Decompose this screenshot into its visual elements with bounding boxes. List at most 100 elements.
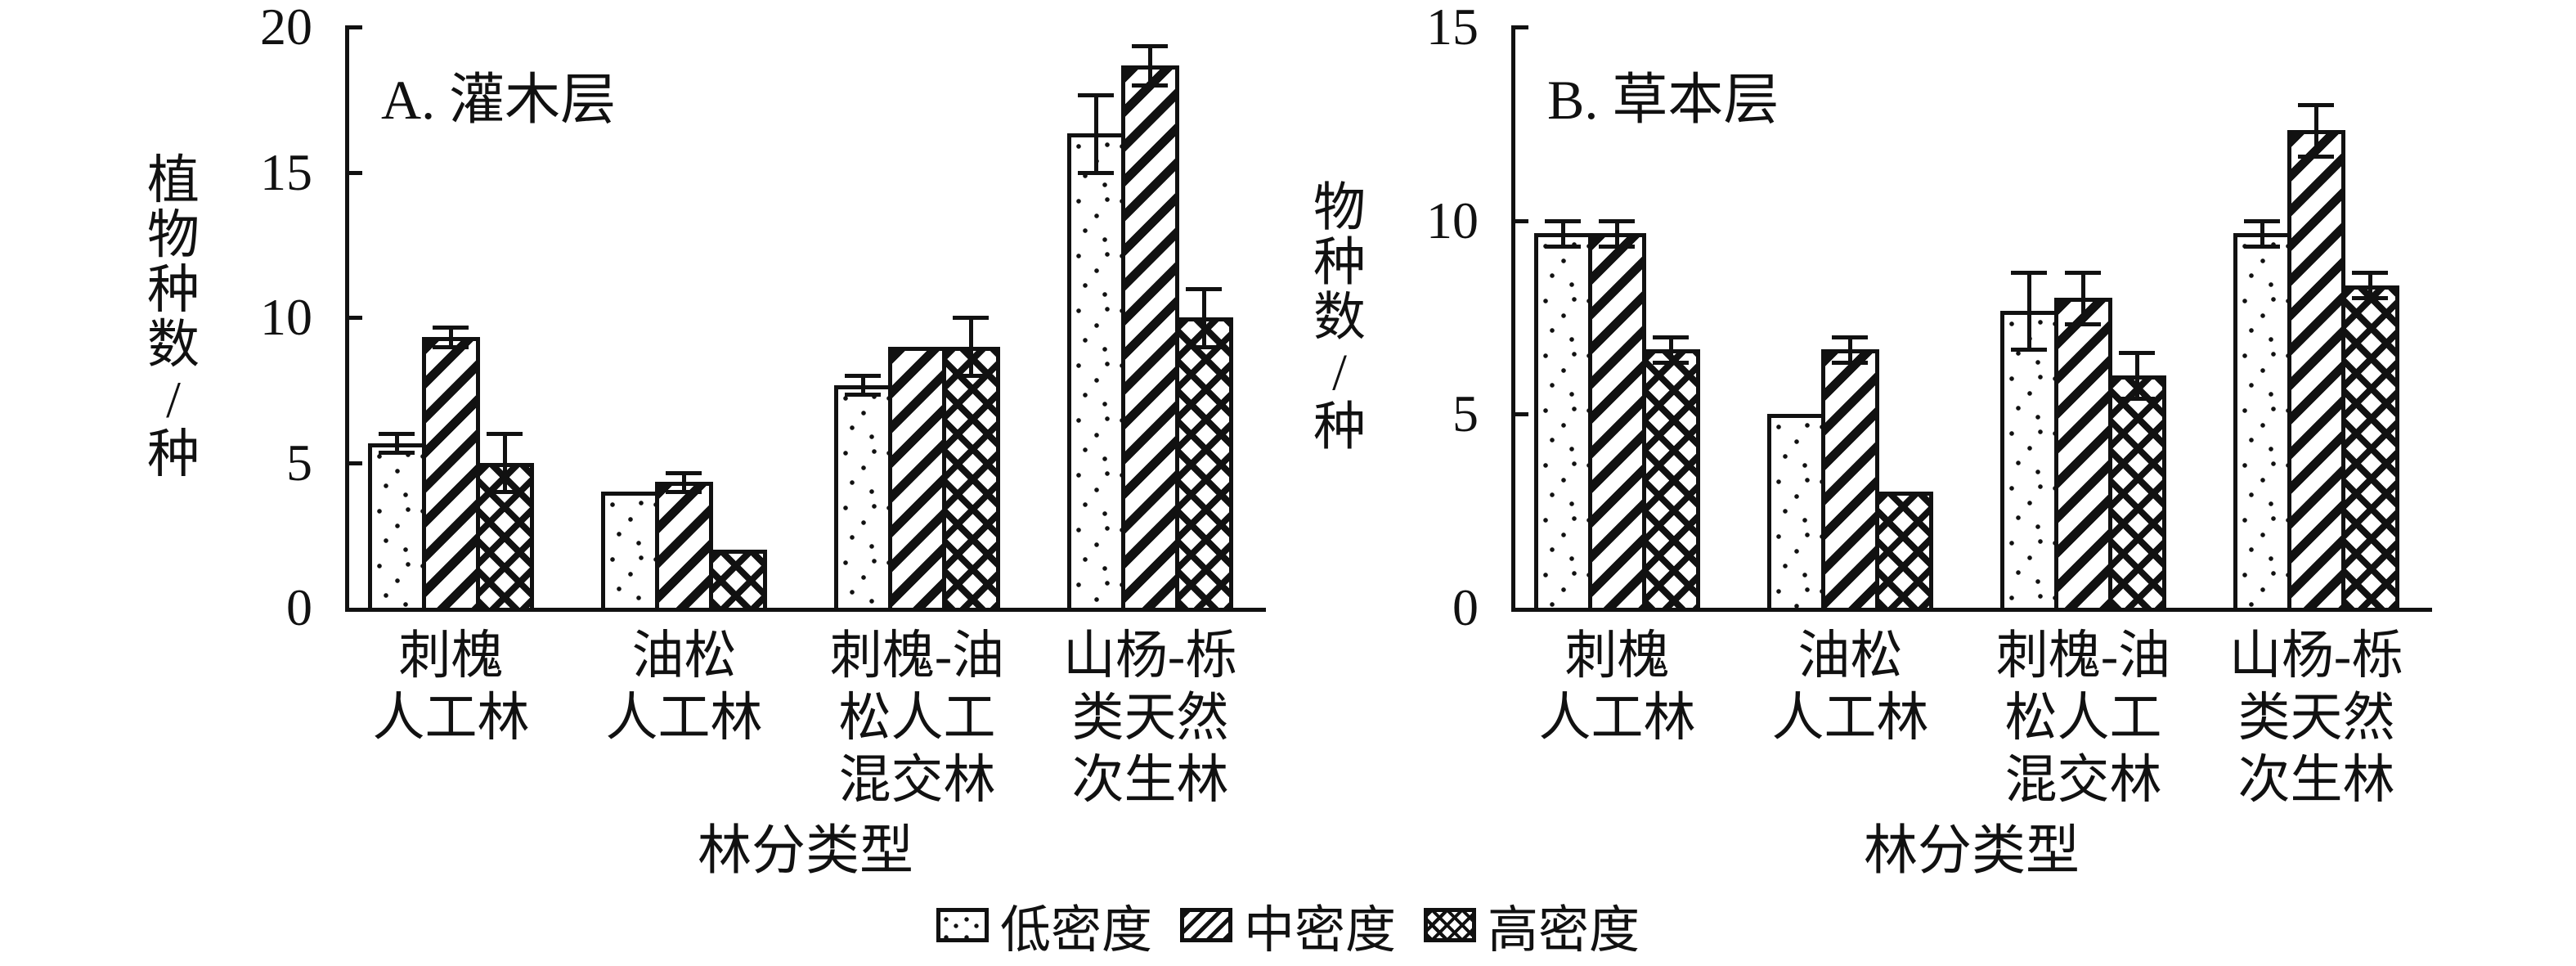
error-bar-cap-bottom: [2011, 348, 2047, 352]
y-tick-label: 20: [260, 0, 312, 56]
y-tick-label: 5: [286, 433, 312, 492]
category-label-line: 类天然: [2237, 689, 2395, 747]
error-bar-cap-top: [433, 326, 469, 330]
category-label-line: 松人工: [838, 689, 996, 747]
error-bar-cap-bottom: [1832, 361, 1868, 365]
error-bar-cap-bottom: [666, 490, 702, 494]
category-label-line: 人工林: [1538, 689, 1696, 747]
bar-高密度-group1: [1642, 349, 1700, 612]
x-axis-label: 林分类型: [698, 821, 913, 881]
error-bar-cap-bottom: [2244, 245, 2280, 249]
error-bar-stem: [2368, 272, 2372, 298]
error-bar-stem: [449, 327, 453, 347]
bar-中密度-group4: [1121, 65, 1179, 612]
y-tick-label: 5: [1452, 384, 1479, 443]
y-tick-label: 15: [1426, 0, 1479, 56]
bar-中密度-group2: [1821, 349, 1879, 612]
legend-item-cross: 高密度: [1424, 888, 1640, 962]
y-axis-line: [1511, 27, 1515, 612]
category-label-line: 刺槐-油: [829, 627, 1005, 685]
error-bar-cap-bottom: [845, 393, 881, 397]
category-label-group3: 刺槐-油 松人工 混交林: [779, 625, 1057, 811]
bar-低密度-group1: [368, 443, 426, 612]
bar-高密度-group4: [1175, 317, 1233, 612]
bar-中密度-group1: [422, 337, 480, 612]
error-bar-cap-bottom: [487, 490, 523, 494]
error-bar-stem: [1561, 221, 1565, 246]
error-bar-cap-top: [487, 432, 523, 436]
legend-label: 低密度: [999, 903, 1152, 959]
error-bar-cap-bottom: [2298, 155, 2334, 159]
error-bar-cap-top: [1078, 93, 1114, 97]
error-bar-stem: [1669, 337, 1673, 362]
error-bar-cap-top: [2298, 103, 2334, 107]
error-bar-cap-top: [2119, 351, 2155, 355]
y-axis-label: 物种数 / 种: [1313, 181, 1366, 455]
error-bar-cap-bottom: [2119, 397, 2155, 401]
legend-item-dots: 低密度: [936, 888, 1152, 962]
error-bar-cap-bottom: [2065, 322, 2101, 326]
error-bar-stem: [1094, 95, 1098, 173]
y-tick-label: 0: [286, 578, 312, 636]
bar-高密度-group3: [942, 347, 1000, 612]
error-bar-cap-top: [2244, 219, 2280, 223]
error-bar-stem: [682, 473, 686, 492]
y-axis-label-char: /: [166, 371, 181, 429]
error-bar-cap-bottom: [1186, 345, 1222, 349]
error-bar-stem: [1848, 337, 1852, 362]
panel-title: A. 灌木层: [381, 69, 617, 131]
bar-低密度-group3: [834, 385, 892, 612]
y-tick: [1511, 218, 1528, 223]
error-bar-cap-top: [2352, 271, 2388, 275]
error-bar-cap-top: [1599, 219, 1635, 223]
bar-高密度-group3: [2108, 375, 2166, 612]
error-bar-stem: [2314, 105, 2318, 156]
error-bar-cap-top: [1832, 335, 1868, 339]
category-label-line: 人工林: [372, 689, 530, 747]
error-bar-cap-bottom: [953, 374, 989, 378]
category-label-line: 山杨-栎: [1062, 627, 1238, 685]
y-tick: [345, 25, 362, 29]
category-label-line: 油松: [1797, 627, 1903, 685]
category-label-line: 混交林: [838, 751, 996, 809]
error-bar-cap-bottom: [433, 345, 469, 349]
category-label-line: 刺槐: [398, 627, 504, 685]
y-axis-label-char: 数: [147, 316, 200, 374]
y-axis-label-char: 种: [147, 261, 200, 319]
category-label-line: 次生林: [2237, 751, 2395, 809]
error-bar-cap-bottom: [2352, 296, 2388, 300]
category-label-line: 刺槐: [1564, 627, 1670, 685]
y-tick: [345, 316, 362, 320]
bar-高密度-group4: [2341, 285, 2399, 612]
bar-低密度-group4: [2233, 233, 2291, 612]
category-label-group1: 刺槐 人工林: [312, 625, 590, 749]
legend-label: 高密度: [1488, 903, 1640, 959]
cross-pattern-swatch-icon: [1424, 908, 1476, 942]
error-bar-cap-bottom: [1545, 245, 1581, 249]
legend: 低密度 中密度 高密度: [0, 888, 2576, 962]
bar-低密度-group1: [1534, 233, 1592, 612]
diag-pattern-swatch-icon: [1179, 908, 1232, 942]
error-bar-cap-bottom: [1078, 171, 1114, 175]
legend-label: 中密度: [1243, 903, 1396, 959]
error-bar-cap-top: [953, 316, 989, 320]
error-bar-stem: [2260, 221, 2264, 246]
category-label-group4: 山杨-栎 类天然 次生林: [2178, 625, 2456, 811]
error-bar-stem: [969, 317, 973, 375]
y-axis-label-char: /: [1332, 343, 1347, 402]
error-bar-cap-top: [2011, 271, 2047, 275]
y-tick: [1511, 25, 1528, 29]
error-bar-cap-top: [1653, 335, 1689, 339]
y-axis-label-char: 种: [1313, 233, 1366, 292]
y-tick-label: 10: [1426, 191, 1479, 249]
category-label-line: 类天然: [1071, 689, 1229, 747]
y-tick-label: 15: [260, 142, 312, 201]
error-bar-cap-top: [845, 374, 881, 378]
legend-item-diag: 中密度: [1179, 888, 1396, 962]
bar-中密度-group4: [2287, 130, 2345, 612]
category-label-line: 刺槐-油: [1995, 627, 2171, 685]
category-label-group2: 油松 人工林: [1712, 625, 1990, 749]
y-axis-label-char: 植: [147, 151, 200, 209]
category-label-line: 山杨-栎: [2228, 627, 2404, 685]
